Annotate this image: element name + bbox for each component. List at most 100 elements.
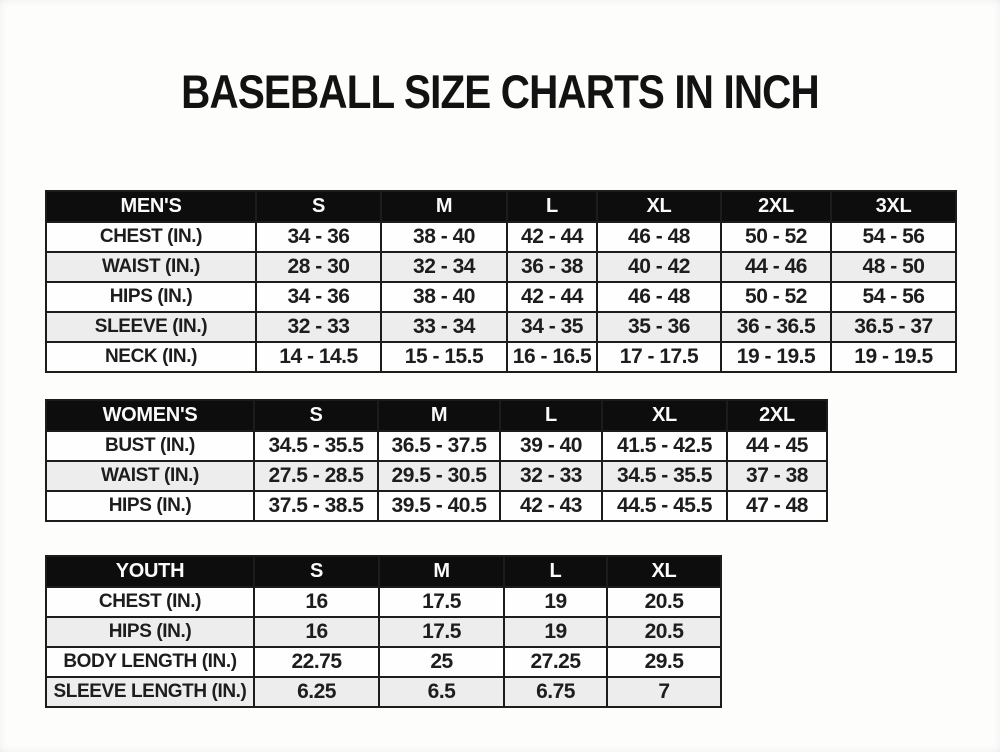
table-row: HIPS (IN.) 16 17.5 19 20.5 xyxy=(45,616,722,648)
size-value-cell: 17.5 xyxy=(378,586,505,618)
size-value-cell: 37.5 - 38.5 xyxy=(253,490,379,522)
size-value-cell: 19 xyxy=(503,586,608,618)
size-column-header: L xyxy=(499,399,603,432)
size-value-cell: 17.5 xyxy=(378,616,505,648)
size-value-cell: 22.75 xyxy=(253,646,380,678)
row-label: BODY LENGTH (IN.) xyxy=(45,646,255,678)
table-row: WAIST (IN.) 28 - 30 32 - 34 36 - 38 40 -… xyxy=(45,251,957,283)
size-column-header: M xyxy=(377,399,501,432)
row-label: CHEST (IN.) xyxy=(45,586,255,618)
size-column-header: XL xyxy=(596,190,722,223)
youth-header-row: YOUTH S M L XL xyxy=(45,555,722,588)
womens-size-table: WOMEN'S S M L XL 2XL BUST (IN.) 34.5 - 3… xyxy=(45,399,828,522)
size-value-cell: 28 - 30 xyxy=(255,251,382,283)
table-row: SLEEVE LENGTH (IN.) 6.25 6.5 6.75 7 xyxy=(45,676,722,708)
size-value-cell: 19 - 19.5 xyxy=(830,341,957,373)
size-value-cell: 32 - 33 xyxy=(499,460,603,492)
size-column-header: L xyxy=(506,190,598,223)
size-value-cell: 44.5 - 45.5 xyxy=(601,490,728,522)
size-value-cell: 36.5 - 37 xyxy=(830,311,957,343)
row-label: NECK (IN.) xyxy=(45,341,257,373)
size-value-cell: 42 - 43 xyxy=(499,490,603,522)
size-value-cell: 20.5 xyxy=(606,616,722,648)
size-value-cell: 36 - 38 xyxy=(506,251,598,283)
size-value-cell: 34.5 - 35.5 xyxy=(253,430,379,462)
size-value-cell: 19 xyxy=(503,616,608,648)
size-value-cell: 46 - 48 xyxy=(596,221,722,253)
table-row: NECK (IN.) 14 - 14.5 15 - 15.5 16 - 16.5… xyxy=(45,341,957,373)
size-value-cell: 41.5 - 42.5 xyxy=(601,430,728,462)
size-value-cell: 44 - 46 xyxy=(720,251,832,283)
row-label: WAIST (IN.) xyxy=(45,251,257,283)
size-value-cell: 39 - 40 xyxy=(499,430,603,462)
size-value-cell: 29.5 - 30.5 xyxy=(377,460,501,492)
size-value-cell: 34 - 35 xyxy=(506,311,598,343)
table-row: BODY LENGTH (IN.) 22.75 25 27.25 29.5 xyxy=(45,646,722,678)
size-value-cell: 50 - 52 xyxy=(720,221,832,253)
size-column-header: M xyxy=(378,555,505,588)
row-label: HIPS (IN.) xyxy=(45,281,257,313)
size-value-cell: 27.25 xyxy=(503,646,608,678)
size-value-cell: 44 - 45 xyxy=(726,430,828,462)
size-value-cell: 27.5 - 28.5 xyxy=(253,460,379,492)
size-value-cell: 38 - 40 xyxy=(380,221,508,253)
size-value-cell: 54 - 56 xyxy=(830,281,957,313)
size-value-cell: 7 xyxy=(606,676,722,708)
size-value-cell: 6.75 xyxy=(503,676,608,708)
table-row: CHEST (IN.) 34 - 36 38 - 40 42 - 44 46 -… xyxy=(45,221,957,253)
size-value-cell: 35 - 36 xyxy=(596,311,722,343)
size-value-cell: 20.5 xyxy=(606,586,722,618)
size-value-cell: 33 - 34 xyxy=(380,311,508,343)
size-value-cell: 32 - 33 xyxy=(255,311,382,343)
size-value-cell: 39.5 - 40.5 xyxy=(377,490,501,522)
size-value-cell: 16 xyxy=(253,586,380,618)
size-value-cell: 47 - 48 xyxy=(726,490,828,522)
size-value-cell: 34 - 36 xyxy=(255,281,382,313)
size-column-header: 2XL xyxy=(720,190,832,223)
table-row: HIPS (IN.) 37.5 - 38.5 39.5 - 40.5 42 - … xyxy=(45,490,828,522)
table-row: CHEST (IN.) 16 17.5 19 20.5 xyxy=(45,586,722,618)
size-column-header: S xyxy=(253,399,379,432)
youth-size-table: YOUTH S M L XL CHEST (IN.) 16 17.5 19 20… xyxy=(45,555,722,708)
row-label: SLEEVE LENGTH (IN.) xyxy=(45,676,255,708)
table-row: SLEEVE (IN.) 32 - 33 33 - 34 34 - 35 35 … xyxy=(45,311,957,343)
size-value-cell: 16 xyxy=(253,616,380,648)
size-value-cell: 15 - 15.5 xyxy=(380,341,508,373)
size-value-cell: 54 - 56 xyxy=(830,221,957,253)
size-column-header: M xyxy=(380,190,508,223)
table-section-header: WOMEN'S xyxy=(45,399,255,432)
size-value-cell: 29.5 xyxy=(606,646,722,678)
table-row: BUST (IN.) 34.5 - 35.5 36.5 - 37.5 39 - … xyxy=(45,430,828,462)
size-value-cell: 50 - 52 xyxy=(720,281,832,313)
size-value-cell: 36.5 - 37.5 xyxy=(377,430,501,462)
size-column-header: 2XL xyxy=(726,399,828,432)
womens-header-row: WOMEN'S S M L XL 2XL xyxy=(45,399,828,432)
size-value-cell: 6.5 xyxy=(378,676,505,708)
size-value-cell: 14 - 14.5 xyxy=(255,341,382,373)
size-value-cell: 34 - 36 xyxy=(255,221,382,253)
size-value-cell: 42 - 44 xyxy=(506,221,598,253)
mens-size-table: MEN'S S M L XL 2XL 3XL CHEST (IN.) 34 - … xyxy=(45,190,957,373)
size-value-cell: 48 - 50 xyxy=(830,251,957,283)
row-label: SLEEVE (IN.) xyxy=(45,311,257,343)
size-value-cell: 36 - 36.5 xyxy=(720,311,832,343)
size-value-cell: 32 - 34 xyxy=(380,251,508,283)
row-label: CHEST (IN.) xyxy=(45,221,257,253)
size-column-header: L xyxy=(503,555,608,588)
size-value-cell: 42 - 44 xyxy=(506,281,598,313)
table-row: HIPS (IN.) 34 - 36 38 - 40 42 - 44 46 - … xyxy=(45,281,957,313)
size-value-cell: 25 xyxy=(378,646,505,678)
size-value-cell: 19 - 19.5 xyxy=(720,341,832,373)
size-value-cell: 17 - 17.5 xyxy=(596,341,722,373)
mens-header-row: MEN'S S M L XL 2XL 3XL xyxy=(45,190,957,223)
size-value-cell: 16 - 16.5 xyxy=(506,341,598,373)
row-label: HIPS (IN.) xyxy=(45,490,255,522)
size-column-header: 3XL xyxy=(830,190,957,223)
size-value-cell: 34.5 - 35.5 xyxy=(601,460,728,492)
row-label: BUST (IN.) xyxy=(45,430,255,462)
size-value-cell: 46 - 48 xyxy=(596,281,722,313)
row-label: WAIST (IN.) xyxy=(45,460,255,492)
row-label: HIPS (IN.) xyxy=(45,616,255,648)
size-value-cell: 40 - 42 xyxy=(596,251,722,283)
